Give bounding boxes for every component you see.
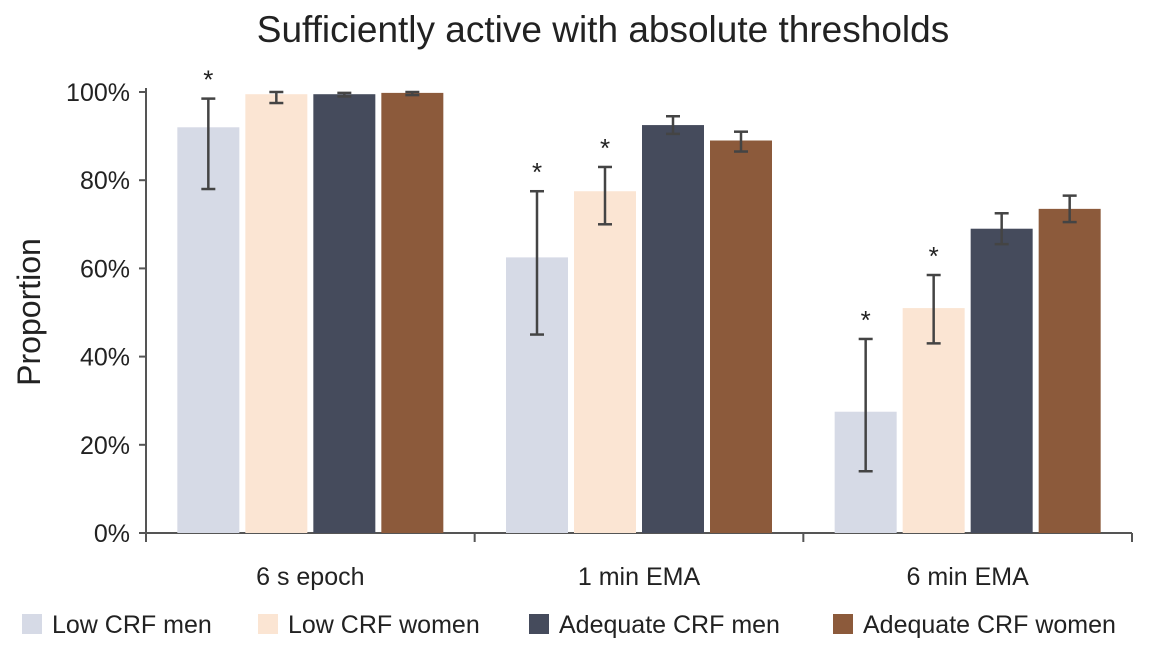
error-bars: * * * * * xyxy=(201,65,1077,473)
legend-swatch xyxy=(833,614,853,634)
y-tick-label: 60% xyxy=(80,255,130,283)
significance-marker: * xyxy=(861,305,871,335)
y-tick-label: 0% xyxy=(94,520,130,548)
x-tick-label: 6 min EMA xyxy=(907,563,1030,591)
legend-swatch xyxy=(258,614,278,634)
x-tick-label: 1 min EMA xyxy=(578,563,701,591)
bar xyxy=(970,228,1033,533)
legend-label: Low CRF men xyxy=(52,611,212,639)
bar xyxy=(1038,208,1101,534)
legend-label: Low CRF women xyxy=(288,611,480,639)
y-tick-label: 80% xyxy=(80,167,130,195)
axes: 0% 20% 40% 60% 80% 100% 6 s epoch 1 min EMA 6 mi… xyxy=(66,79,1133,591)
x-tick-label: 6 s epoch xyxy=(256,563,364,591)
y-tick-label: 100% xyxy=(66,79,130,107)
y-axis-label: Proportion xyxy=(11,238,47,386)
legend-label: Adequate CRF women xyxy=(863,611,1116,639)
bar xyxy=(642,125,704,533)
bar xyxy=(710,140,772,533)
y-tick-label: 40% xyxy=(80,344,130,372)
legend-label: Adequate CRF men xyxy=(559,611,780,639)
legend-swatch xyxy=(529,614,549,634)
legend-swatch xyxy=(22,614,42,634)
significance-marker: * xyxy=(600,133,610,163)
significance-marker: * xyxy=(532,157,542,187)
bar xyxy=(574,191,636,533)
significance-marker: * xyxy=(203,65,213,95)
legend: Low CRF men Low CRF women Adequate CRF men… xyxy=(22,611,1116,639)
bar xyxy=(177,127,240,533)
bar xyxy=(245,94,308,533)
chart-title: Sufficiently active with absolute thresh… xyxy=(257,9,949,50)
significance-marker: * xyxy=(929,241,939,271)
bar xyxy=(313,94,376,533)
bars xyxy=(177,92,1101,534)
bar xyxy=(902,308,965,533)
bar xyxy=(381,92,444,533)
y-tick-label: 20% xyxy=(80,432,130,460)
